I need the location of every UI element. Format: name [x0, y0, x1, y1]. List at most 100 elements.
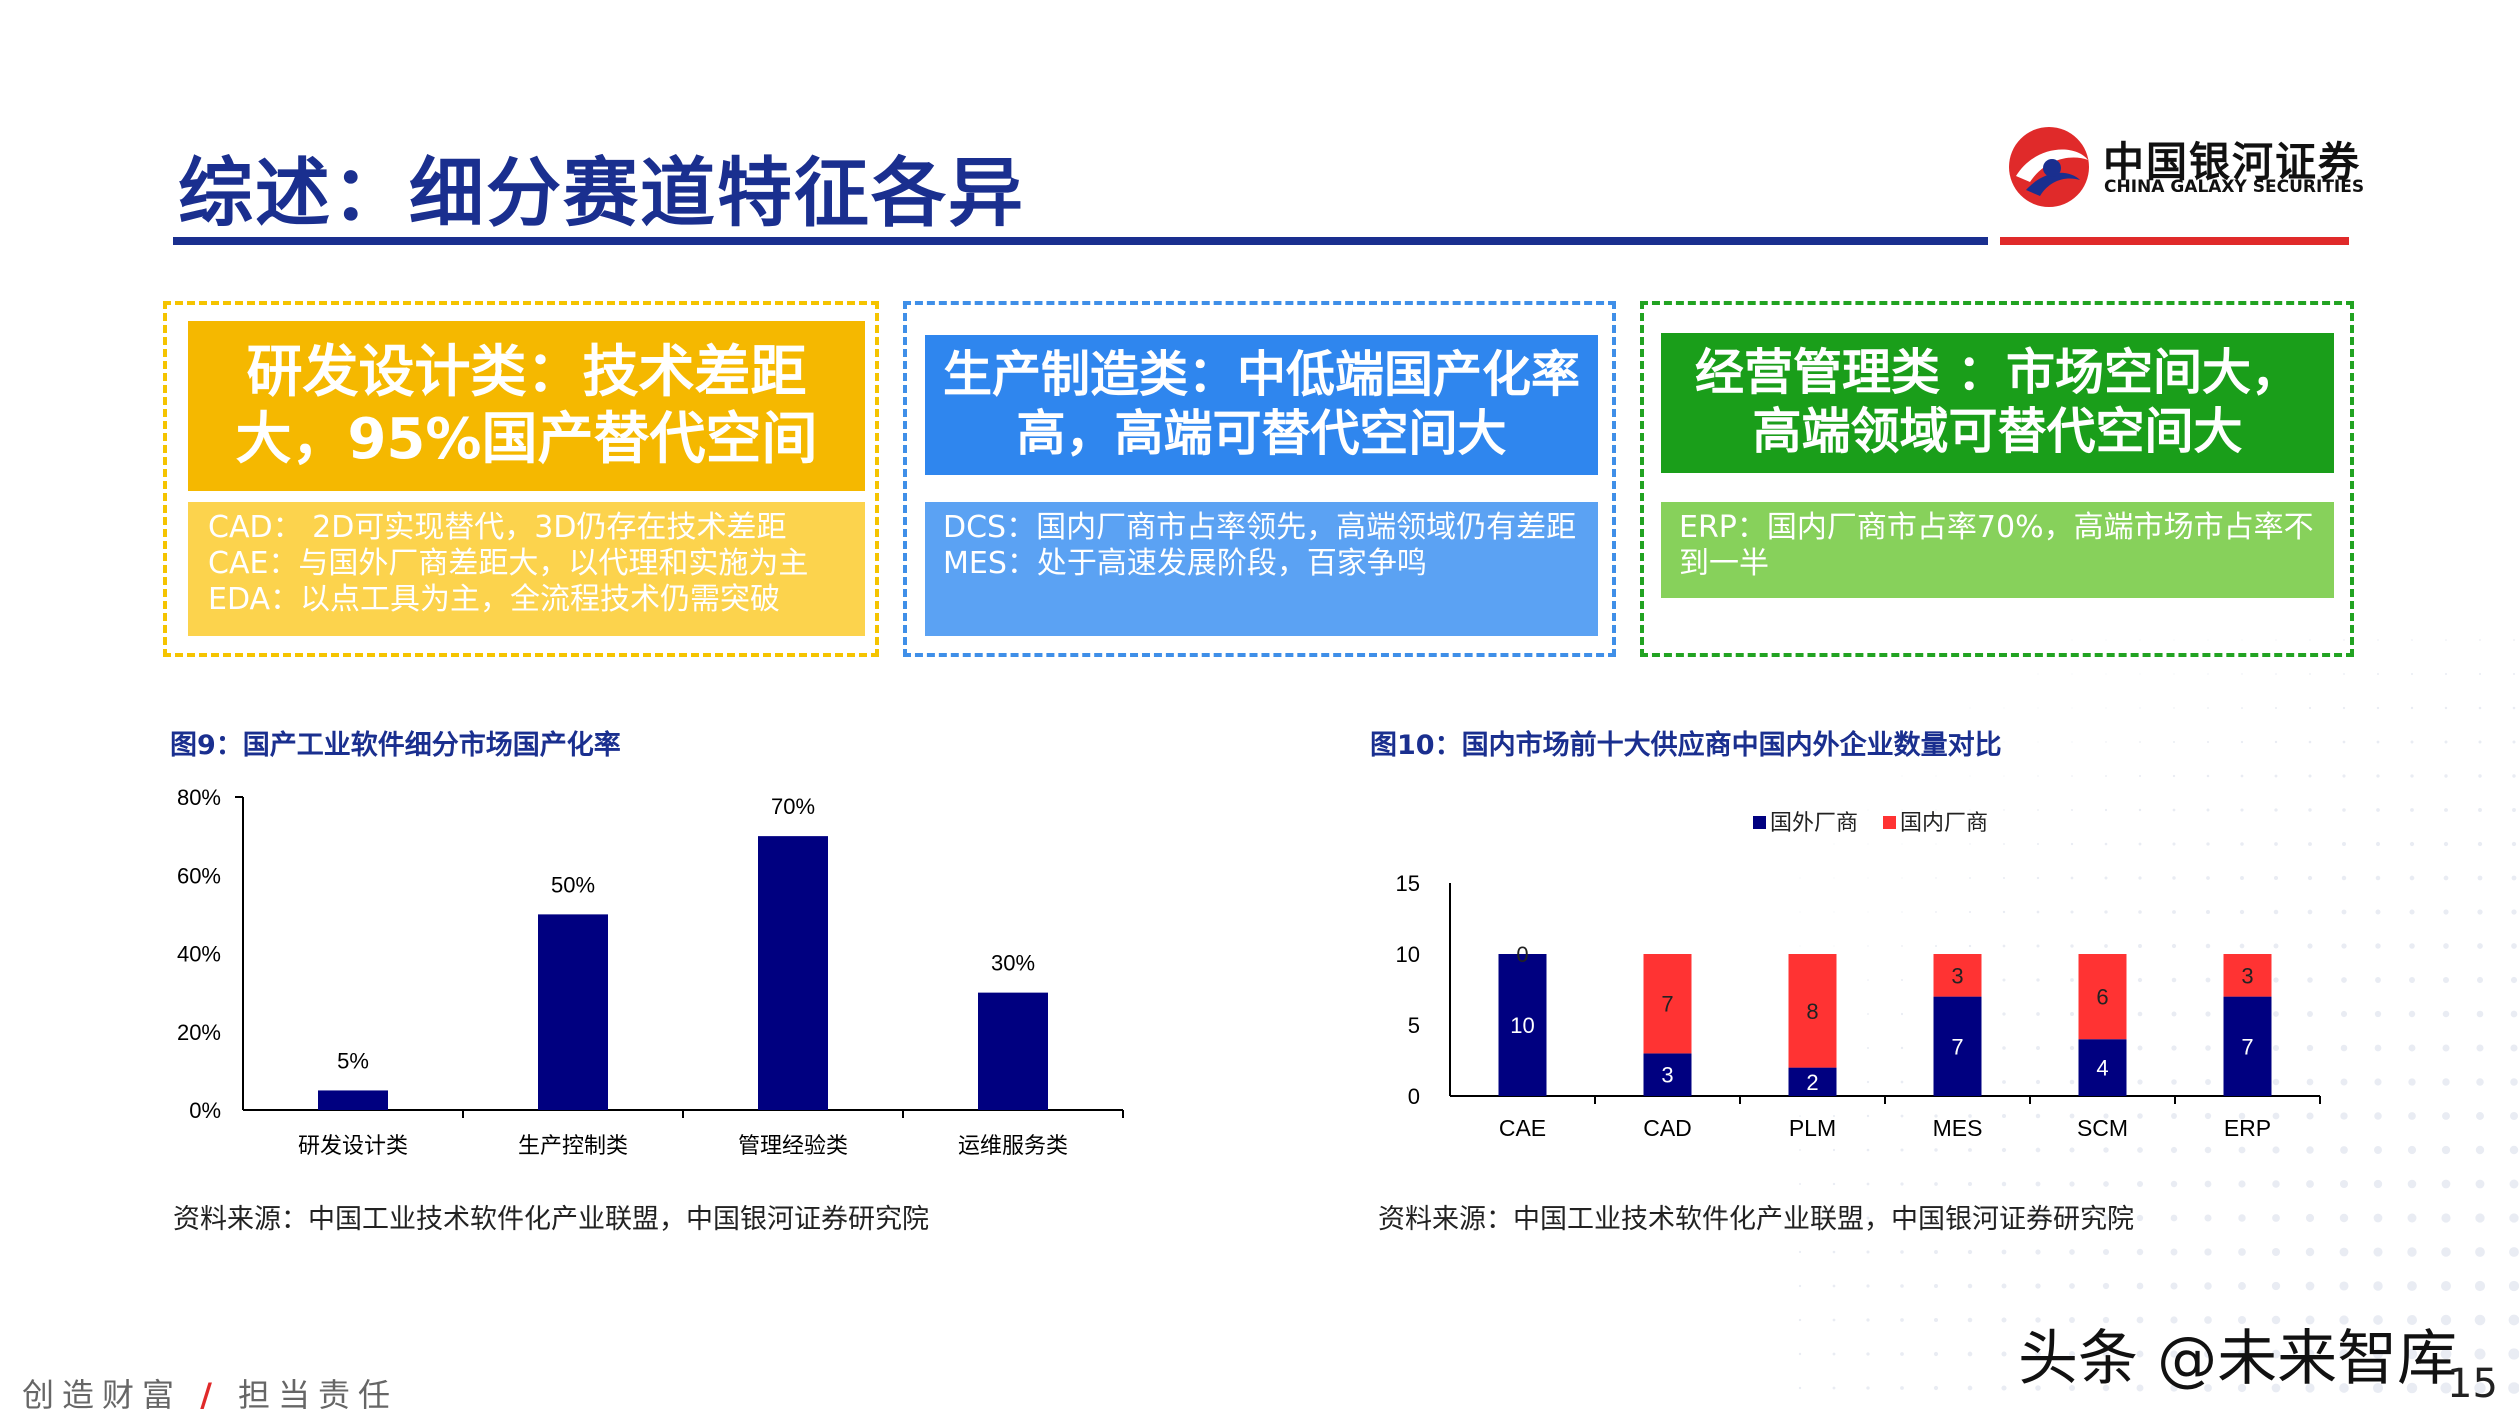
background-dot: [2204, 1214, 2212, 1222]
background-dot: [2511, 875, 2517, 881]
background-dot: [2375, 977, 2381, 983]
background-dot: [2342, 706, 2346, 710]
background-dot: [2069, 1113, 2075, 1119]
background-dot: [1799, 1115, 1801, 1117]
background-dot: [2440, 1280, 2452, 1292]
background-dot: [2343, 673, 2345, 675]
background-dot: [2443, 841, 2449, 847]
background-dot: [2339, 1383, 2349, 1393]
background-dot: [2443, 943, 2449, 949]
background-dot: [2442, 976, 2450, 984]
background-dot: [2341, 943, 2347, 949]
background-dot: [1969, 877, 1971, 879]
background-dot: [2309, 673, 2311, 675]
background-dot: [1900, 1080, 1904, 1084]
stacked-bar-segment: [2223, 996, 2272, 1096]
background-dot: [1866, 1080, 1870, 1084]
background-dot: [2002, 1012, 2006, 1016]
stacked-bar-segment: [2078, 954, 2127, 1040]
background-dot: [2207, 673, 2209, 675]
background-dot: [1900, 1216, 1904, 1220]
background-dot: [2206, 808, 2210, 812]
background-dot: [2204, 1316, 2212, 1324]
background-dot: [1934, 1250, 1938, 1254]
background-dot: [1901, 877, 1903, 879]
background-dot: [2036, 944, 2040, 948]
background-dot: [2440, 1314, 2452, 1326]
background-dot: [2002, 944, 2006, 948]
background-dot: [2513, 639, 2515, 641]
background-dot: [1967, 1249, 1973, 1255]
background-dot: [1901, 843, 1903, 845]
background-dot: [2444, 672, 2448, 676]
background-dot: [2340, 1078, 2348, 1086]
background-dot: [2069, 1079, 2075, 1085]
background-dot: [2139, 707, 2141, 709]
background-dot: [1798, 1250, 1802, 1254]
stacked-bar-segment: [2223, 954, 2272, 997]
segment-value-label: 7: [1661, 992, 1673, 1017]
background-dot: [2001, 1317, 2007, 1323]
background-dot: [1866, 1046, 1870, 1050]
background-dot: [2340, 1044, 2348, 1052]
background-dot: [2241, 707, 2243, 709]
stacked-bar-segment: [1498, 954, 1547, 1096]
background-dot: [1832, 1114, 1836, 1118]
background-dot: [2374, 1010, 2382, 1018]
background-dot: [2204, 1350, 2212, 1358]
background-dot: [2003, 707, 2005, 709]
y-tick-label: 80%: [177, 785, 221, 810]
background-dot: [2475, 1179, 2485, 1189]
background-dot: [2102, 1282, 2110, 1290]
background-dot: [2478, 808, 2482, 812]
x-tick-label: 运维服务类: [958, 1134, 1068, 1159]
background-dot: [1866, 1386, 1870, 1390]
background-dot: [2306, 1078, 2314, 1086]
background-dot: [1798, 1216, 1802, 1220]
background-dot: [2137, 1113, 2143, 1119]
logo-chinese-name: 中国银河证券: [2103, 138, 2361, 186]
background-dot: [2138, 876, 2142, 880]
background-dot: [2173, 741, 2175, 743]
background-dot: [2136, 1248, 2144, 1256]
background-dot: [2036, 910, 2040, 914]
panel-operations: [1640, 301, 2354, 657]
background-dot: [2512, 672, 2516, 676]
background-dot: [1969, 775, 1971, 777]
background-dot: [2069, 1181, 2075, 1187]
background-dot: [2206, 740, 2210, 744]
background-dot: [2136, 1384, 2144, 1392]
background-dot: [2139, 673, 2141, 675]
background-dot: [1901, 945, 1903, 947]
bar-value-label: 5%: [337, 1048, 369, 1073]
background-dot: [2444, 706, 2448, 710]
background-dot: [2001, 1181, 2007, 1187]
background-dot: [2411, 639, 2413, 641]
bar: [978, 992, 1048, 1110]
bar: [318, 1090, 388, 1110]
background-dot: [2036, 978, 2040, 982]
background-dot: [2512, 706, 2516, 710]
background-dot: [2374, 1146, 2382, 1154]
page-number: 15: [2447, 1361, 2498, 1407]
background-dot: [2376, 808, 2380, 812]
background-dot: [2409, 943, 2415, 949]
background-dot: [2306, 1112, 2314, 1120]
segment-value-label: 0: [1516, 942, 1528, 967]
background-dot: [2069, 1045, 2075, 1051]
figure-9-source: 资料来源：中国工业技术软件化产业联盟，中国银河证券研究院: [173, 1204, 929, 1235]
background-dot: [2340, 1010, 2348, 1018]
background-dot: [2001, 1113, 2007, 1119]
background-dot: [2171, 1079, 2177, 1085]
background-dot: [1798, 1352, 1802, 1356]
background-dot: [1866, 1114, 1870, 1118]
legend-label: 国内厂商: [1900, 811, 1988, 836]
y-tick-label: 0%: [189, 1098, 221, 1123]
background-dot: [1935, 741, 1937, 743]
background-dot: [2409, 909, 2415, 915]
background-dot: [1798, 1284, 1802, 1288]
background-dot: [2170, 1180, 2178, 1188]
background-dot: [2136, 1316, 2144, 1324]
background-dot: [1900, 1352, 1904, 1356]
background-dot: [2375, 909, 2381, 915]
